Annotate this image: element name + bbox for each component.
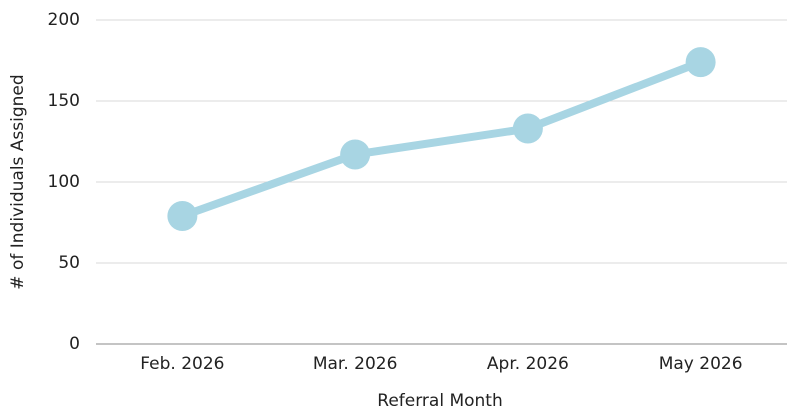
x-axis-title: Referral Month [377, 391, 502, 411]
y-tick-label: 200 [48, 10, 80, 30]
x-tick-label: May 2026 [659, 354, 743, 374]
x-tick-label: Apr. 2026 [487, 354, 569, 374]
y-tick-label: 150 [48, 91, 80, 111]
y-tick-label: 0 [69, 334, 80, 354]
marker [167, 201, 198, 232]
marker [512, 113, 543, 144]
line [181, 58, 703, 220]
y-axis-title: # of Individuals Assigned [8, 74, 28, 289]
y-tick-label: 50 [58, 253, 80, 273]
x-tick-label: Mar. 2026 [313, 354, 398, 374]
marker [340, 139, 371, 170]
x-tick-label: Feb. 2026 [140, 354, 224, 374]
marker [685, 47, 716, 78]
y-tick-label: 100 [48, 172, 80, 192]
